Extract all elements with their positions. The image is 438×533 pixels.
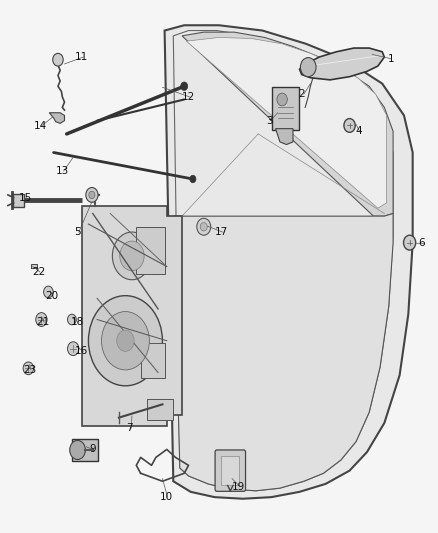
Circle shape [200, 222, 207, 231]
FancyBboxPatch shape [72, 439, 98, 461]
Polygon shape [82, 206, 182, 425]
FancyBboxPatch shape [136, 227, 165, 274]
Circle shape [88, 296, 162, 386]
Text: 14: 14 [34, 121, 47, 131]
Circle shape [53, 53, 63, 66]
Circle shape [117, 330, 134, 351]
Text: 21: 21 [36, 317, 49, 327]
Circle shape [181, 82, 187, 91]
Circle shape [113, 232, 152, 280]
Text: 13: 13 [56, 166, 69, 176]
Text: 17: 17 [215, 227, 228, 237]
FancyBboxPatch shape [221, 456, 240, 485]
Text: 2: 2 [298, 89, 305, 99]
Text: 3: 3 [266, 116, 272, 126]
Text: 18: 18 [71, 317, 84, 327]
Circle shape [67, 314, 76, 325]
FancyBboxPatch shape [272, 87, 299, 130]
Circle shape [190, 175, 196, 183]
Circle shape [23, 362, 34, 375]
Text: 16: 16 [75, 346, 88, 357]
Polygon shape [173, 214, 393, 491]
Text: 6: 6 [418, 238, 425, 248]
Text: 10: 10 [160, 492, 173, 502]
Polygon shape [182, 32, 393, 216]
Polygon shape [49, 113, 64, 123]
Text: 19: 19 [232, 481, 245, 491]
Polygon shape [300, 48, 385, 80]
FancyBboxPatch shape [13, 194, 24, 207]
Circle shape [89, 191, 95, 199]
Text: 5: 5 [74, 227, 81, 237]
Text: 11: 11 [75, 52, 88, 62]
Text: 22: 22 [32, 267, 45, 277]
Polygon shape [165, 25, 413, 499]
Text: 23: 23 [23, 365, 36, 375]
Circle shape [36, 313, 47, 326]
Text: 7: 7 [127, 423, 133, 433]
FancyBboxPatch shape [215, 450, 246, 491]
Text: 20: 20 [45, 290, 58, 301]
Polygon shape [186, 37, 387, 208]
Text: 1: 1 [388, 54, 394, 63]
Text: 9: 9 [89, 445, 96, 455]
Text: 12: 12 [182, 92, 195, 102]
Circle shape [403, 235, 416, 250]
Circle shape [197, 218, 211, 235]
Circle shape [102, 312, 149, 370]
FancyBboxPatch shape [141, 343, 165, 378]
Polygon shape [31, 264, 37, 268]
Circle shape [344, 118, 355, 132]
Text: 4: 4 [355, 126, 362, 136]
Polygon shape [276, 128, 293, 144]
Circle shape [44, 286, 53, 298]
Circle shape [70, 440, 85, 459]
Circle shape [120, 241, 144, 271]
Circle shape [67, 342, 79, 356]
Text: 15: 15 [19, 192, 32, 203]
Circle shape [300, 58, 316, 77]
Circle shape [86, 188, 98, 203]
Circle shape [277, 93, 287, 106]
FancyBboxPatch shape [147, 399, 173, 420]
